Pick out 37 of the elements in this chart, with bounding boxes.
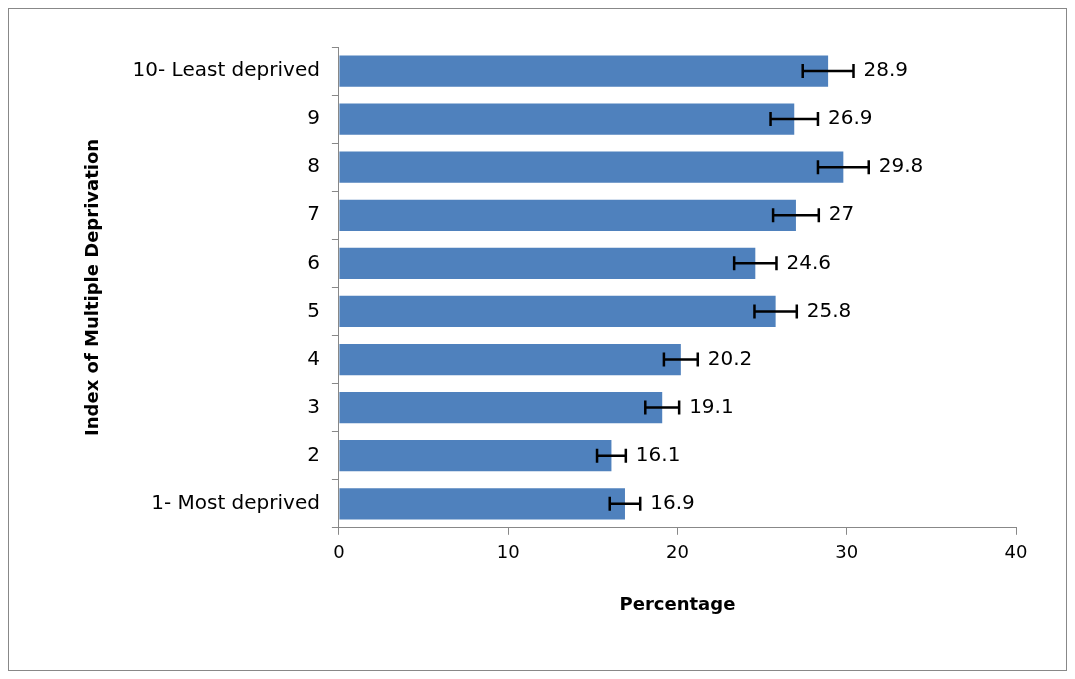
y-tick-label: 2 bbox=[307, 441, 320, 466]
bar bbox=[339, 488, 625, 520]
x-tick-label: 10 bbox=[496, 541, 520, 563]
data-label: 27 bbox=[828, 201, 855, 226]
y-tick-label: 7 bbox=[307, 201, 320, 226]
y-tick-label: 1- Most deprived bbox=[151, 489, 320, 514]
y-tick-label: 9 bbox=[307, 105, 320, 130]
data-label: 24.6 bbox=[786, 249, 832, 274]
y-tick-label: 4 bbox=[307, 345, 320, 370]
bar bbox=[339, 247, 756, 279]
bar bbox=[339, 103, 795, 135]
y-tick-label: 10- Least deprived bbox=[132, 57, 320, 82]
x-axis-title: Percentage bbox=[619, 592, 736, 614]
data-label: 19.1 bbox=[689, 393, 734, 418]
data-label: 26.9 bbox=[827, 105, 873, 130]
x-tick-label: 30 bbox=[835, 541, 859, 563]
data-label: 16.9 bbox=[650, 489, 695, 514]
data-label: 20.2 bbox=[707, 345, 753, 370]
y-axis-title: Index of Multiple Deprivation bbox=[81, 138, 103, 436]
bar bbox=[339, 199, 796, 231]
data-label: 16.1 bbox=[635, 441, 681, 466]
x-tick-label: 40 bbox=[1004, 541, 1028, 563]
bar bbox=[339, 151, 844, 183]
x-tick-label: 0 bbox=[333, 541, 345, 563]
bar bbox=[339, 55, 829, 87]
data-label: 29.8 bbox=[878, 153, 924, 178]
bar bbox=[339, 391, 663, 424]
bar bbox=[339, 343, 681, 376]
y-tick-label: 3 bbox=[307, 393, 320, 418]
y-tick-label: 8 bbox=[307, 153, 320, 178]
data-label: 25.8 bbox=[806, 297, 852, 322]
bar bbox=[339, 440, 612, 472]
y-tick-label: 5 bbox=[307, 297, 320, 322]
bar bbox=[339, 295, 776, 328]
data-label: 28.9 bbox=[863, 57, 909, 82]
y-tick-label: 6 bbox=[307, 249, 320, 274]
x-tick-label: 20 bbox=[666, 541, 689, 563]
